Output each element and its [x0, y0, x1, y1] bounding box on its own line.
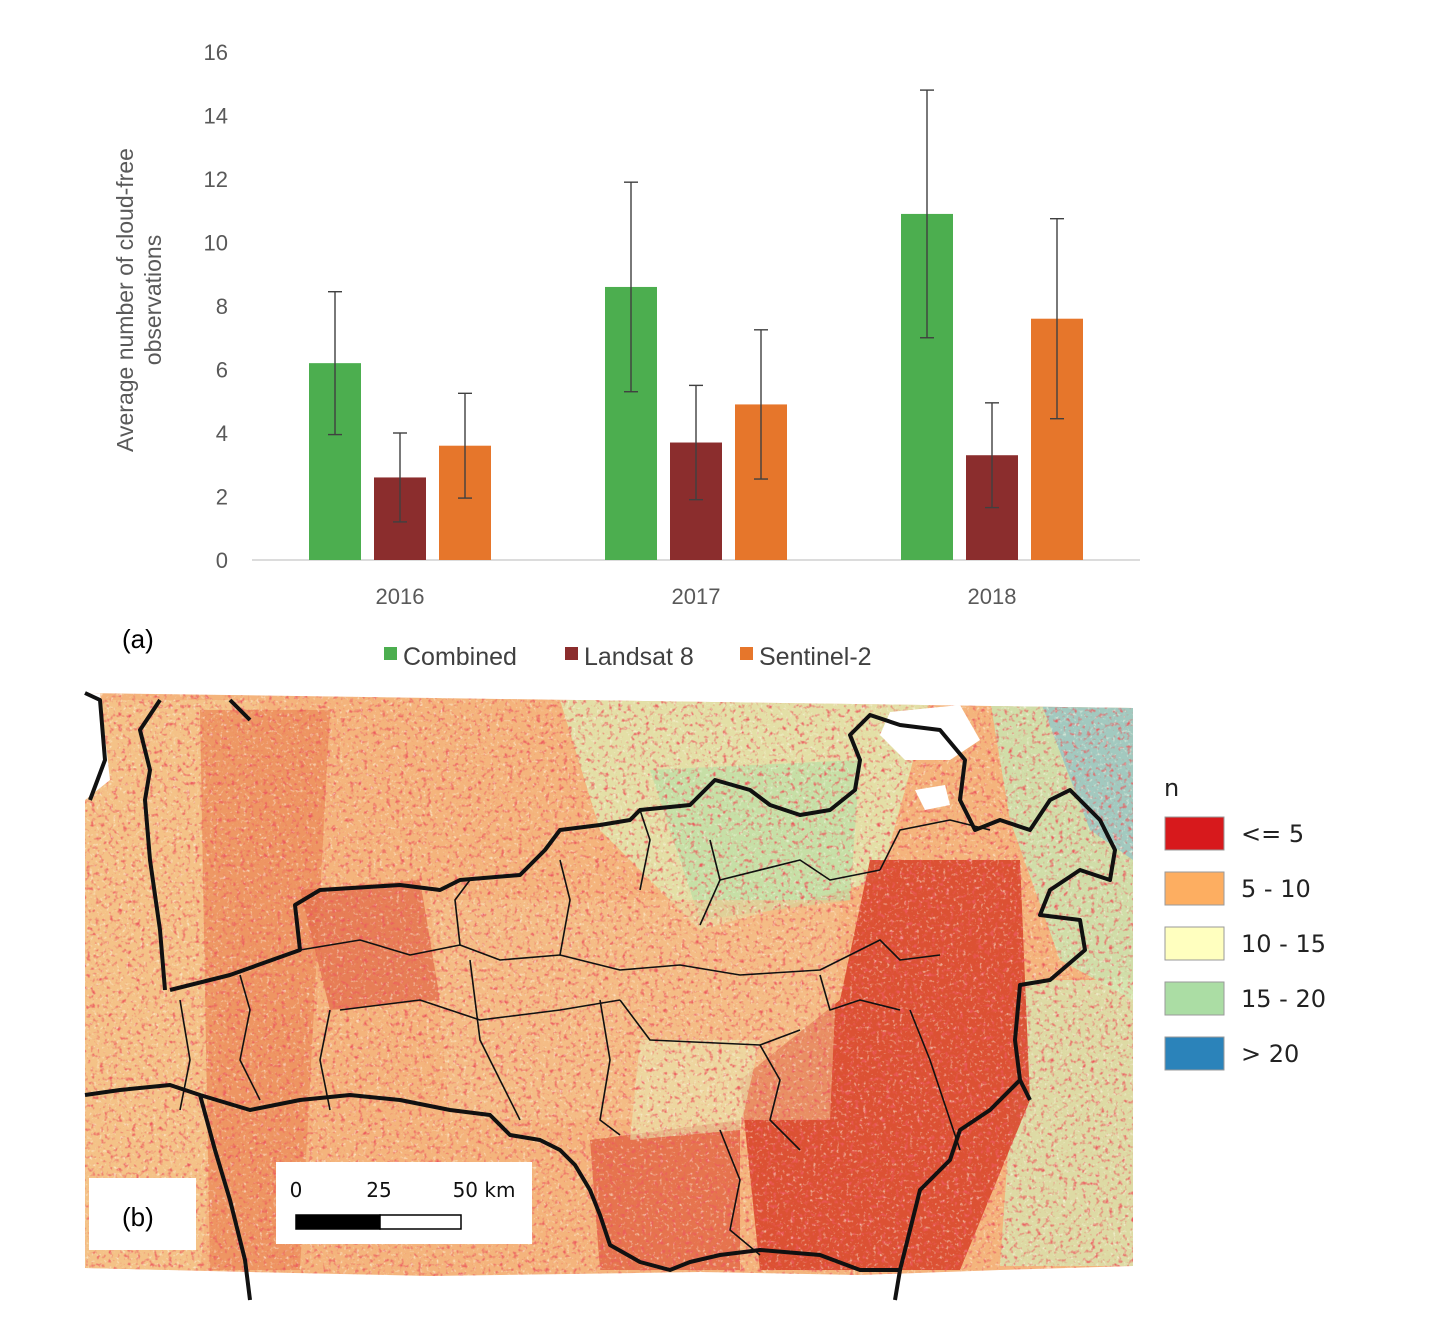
legend-item-landsat-8: Landsat 8	[565, 643, 694, 671]
error-bar	[689, 384, 703, 501]
map-legend-label: 5 - 10	[1241, 875, 1311, 903]
map-legend: n <= 5 5 - 10 10 - 15 15 - 20 > 20	[1164, 774, 1326, 1071]
map-legend-item: > 20	[1164, 1036, 1299, 1071]
y-axis-ticks: 0 2 4 6 8 10 12 14 16	[204, 40, 228, 573]
panel-label-b: (b)	[122, 1202, 154, 1232]
error-bar	[624, 181, 638, 393]
y-tick-label: 14	[204, 104, 228, 129]
legend-label: Sentinel-2	[759, 643, 872, 671]
error-bar	[754, 329, 768, 480]
scale-label-0: 0	[290, 1178, 303, 1202]
error-bar	[1050, 217, 1064, 420]
error-bar	[393, 432, 407, 523]
y-tick-label: 0	[216, 548, 228, 573]
map-legend-title: n	[1164, 774, 1179, 802]
bar-chart-panel: Average number of cloud-freeobservations…	[112, 40, 1140, 671]
y-tick-label: 8	[216, 294, 228, 319]
error-bar	[985, 402, 999, 509]
map-legend-swatch	[1164, 816, 1225, 851]
map-legend-item: 10 - 15	[1164, 926, 1326, 961]
cloud-free-observations-map: 0 25 50 km (b)	[84, 691, 1133, 1301]
x-tick-label: 2017	[672, 584, 721, 609]
map-legend-swatch	[1164, 981, 1225, 1016]
chart-legend: Combined Landsat 8 Sentinel-2	[384, 643, 872, 671]
legend-swatch	[565, 647, 578, 660]
panel-label-a: (a)	[122, 624, 154, 654]
legend-item-combined: Combined	[384, 643, 517, 671]
y-tick-label: 16	[204, 40, 228, 65]
y-tick-label: 2	[216, 485, 228, 510]
map-legend-item: 15 - 20	[1164, 981, 1326, 1016]
y-axis-title-line: observations	[140, 235, 166, 365]
y-tick-label: 12	[204, 167, 228, 192]
legend-swatch	[740, 647, 753, 660]
scale-label-50: 50 km	[453, 1178, 516, 1202]
map-legend-swatch	[1164, 1036, 1225, 1071]
map-legend-label: > 20	[1241, 1040, 1299, 1068]
error-bar	[328, 291, 342, 436]
map-raster	[85, 693, 1133, 1276]
map-legend-label: 15 - 20	[1241, 985, 1326, 1013]
map-legend-item: <= 5	[1164, 816, 1304, 851]
district-boundaries	[179, 809, 991, 1256]
legend-label: Landsat 8	[584, 643, 694, 671]
error-bar	[458, 392, 472, 499]
legend-label: Combined	[403, 643, 517, 671]
map-legend-label: 10 - 15	[1241, 930, 1326, 958]
legend-item-sentinel-2: Sentinel-2	[740, 643, 872, 671]
legend-swatch	[384, 647, 397, 660]
scale-bar: 0 25 50 km	[276, 1162, 532, 1244]
y-axis-title-line: Average number of cloud-free	[112, 148, 138, 452]
map-legend-item: 5 - 10	[1164, 871, 1311, 906]
y-tick-label: 4	[216, 421, 228, 446]
panel-label-b-box: (b)	[89, 1178, 196, 1250]
error-bars	[328, 89, 1064, 523]
y-tick-label: 10	[204, 231, 228, 256]
region-boundaries	[84, 691, 1117, 1301]
map-legend-label: <= 5	[1241, 820, 1304, 848]
x-axis-ticks: 2016 2017 2018	[376, 584, 1017, 609]
map-legend-swatch	[1164, 871, 1225, 906]
scale-label-25: 25	[366, 1178, 391, 1202]
x-tick-label: 2018	[968, 584, 1017, 609]
y-tick-label: 6	[216, 358, 228, 383]
error-bar	[920, 89, 934, 339]
y-axis-title: Average number of cloud-freeobservations	[112, 148, 166, 452]
map-legend-swatch	[1164, 926, 1225, 961]
x-tick-label: 2016	[376, 584, 425, 609]
